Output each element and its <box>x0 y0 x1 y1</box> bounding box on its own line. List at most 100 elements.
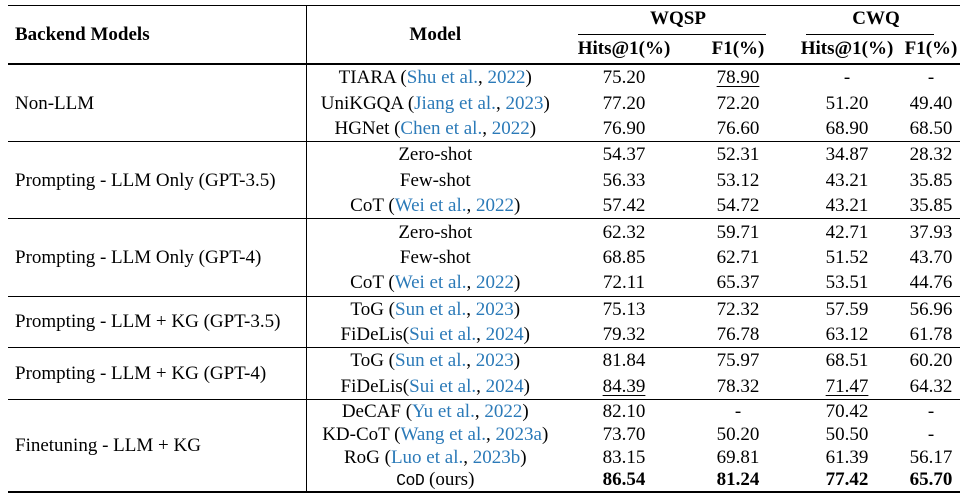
metric-value: 35.85 <box>909 195 953 217</box>
metric-value: 84.39 <box>602 375 646 397</box>
citation-link[interactable]: Wei et al. <box>394 272 467 294</box>
metric-value: 72.32 <box>716 298 760 320</box>
header-sub-row: Hits@1(%) F1(%) Hits@1(%) F1(%) <box>8 35 960 64</box>
model-name-text: ) <box>541 423 549 445</box>
metric-value: 75.13 <box>602 298 646 320</box>
metric-value: 68.50 <box>909 117 953 139</box>
table-row: UniKGQA (Jiang et al., 2023) 77.20 72.20 51… <box>8 90 960 115</box>
model-name-text: ) <box>513 298 521 320</box>
citation-link[interactable]: Yu et al. <box>412 400 475 422</box>
section-prompting-llm-only-gpt-4: Prompting - LLM Only (GPT-4) Zero-shot 62.… <box>8 218 961 297</box>
metric-value: 44.76 <box>909 272 953 294</box>
metric-value: 64.32 <box>909 375 953 397</box>
citation-link[interactable]: 2023b <box>472 446 521 468</box>
model-name-text: ) <box>514 272 521 294</box>
citation-link[interactable]: Sui et al. <box>409 375 477 397</box>
citation-link[interactable]: Luo et al. <box>390 446 464 468</box>
metric-value: - <box>843 67 851 89</box>
table-row: Few-shot 56.33 53.12 43.21 35.85 <box>8 168 960 193</box>
table-row: HGNet (Chen et al., 2022) 76.90 76.60 68.90… <box>8 116 960 142</box>
citation-link[interactable]: 2022 <box>476 195 514 217</box>
column-header-cwq-hits1: Hits@1(%) <box>800 38 894 59</box>
citation-link[interactable]: 2022 <box>476 272 514 294</box>
column-header-wqsp-f1: F1(%) <box>711 38 765 59</box>
metric-value: 61.78 <box>909 324 953 346</box>
backend-model-label: Finetuning - LLM + KG <box>8 399 307 493</box>
model-name-text: ) <box>520 446 527 468</box>
model-cell: ToG (Sun et al., 2023) <box>306 296 564 322</box>
model-name-text: CoT ( <box>350 272 395 294</box>
model-name-text: TIARA ( <box>338 67 407 89</box>
model-name-text: , <box>478 67 488 89</box>
model-name-text: (ours) <box>424 469 475 491</box>
metric-value: 43.21 <box>825 195 869 217</box>
citation-link[interactable]: Sui et al. <box>409 324 477 346</box>
citation-link[interactable]: Sun et al. <box>395 350 467 372</box>
metric-value: 62.71 <box>716 246 760 268</box>
metric-value: 54.72 <box>716 195 760 217</box>
table-row: CoT (Wei et al., 2022) 57.42 54.72 43.21 35.… <box>8 193 960 219</box>
paper-page: Backend Models Model WQSP CWQ Hits@1(%) <box>0 5 968 500</box>
citation-link[interactable]: 2024 <box>485 324 524 346</box>
citation-link[interactable]: 2022 <box>484 400 523 422</box>
metric-value: 56.96 <box>909 298 953 320</box>
model-cell: CoD (ours) <box>306 468 564 492</box>
metric-value: 83.15 <box>602 446 646 468</box>
metric-value: 37.93 <box>909 221 953 243</box>
metric-value: 56.17 <box>909 446 953 468</box>
metric-value: 42.71 <box>825 221 869 243</box>
metric-value: 53.12 <box>716 169 760 191</box>
model-name-text: HGNet ( <box>334 117 401 139</box>
metric-value: 73.70 <box>602 423 646 445</box>
model-name-text: FiDeLis( <box>340 375 410 397</box>
model-name-text: ToG ( <box>350 298 395 320</box>
model-name-text: , <box>476 375 486 397</box>
model-cell: CoT (Wei et al., 2022) <box>306 193 564 219</box>
metric-value: 51.52 <box>825 246 869 268</box>
citation-link[interactable]: 2023 <box>505 92 544 114</box>
citation-link[interactable]: Sun et al. <box>395 298 467 320</box>
metric-value: 78.90 <box>716 67 760 89</box>
column-group-cwq: CWQ <box>792 6 960 35</box>
metric-value: 72.11 <box>602 272 646 294</box>
table-row: Prompting - LLM + KG (GPT-3.5) ToG (Sun e… <box>8 296 960 348</box>
model-cell: CoT (Wei et al., 2022) <box>306 270 564 296</box>
citation-link[interactable]: 2022 <box>491 117 530 139</box>
metric-value: 68.85 <box>602 246 646 268</box>
wqsp-group-rule <box>578 34 767 35</box>
metric-value: 28.32 <box>909 144 953 166</box>
citation-link[interactable]: Jiang et al. <box>414 92 496 114</box>
model-cell: DeCAF (Yu et al., 2022) <box>306 400 564 423</box>
model-cell: RoG (Luo et al., 2023b) <box>306 446 564 469</box>
metric-value: 60.20 <box>909 350 953 372</box>
citation-link[interactable]: 2024 <box>485 375 524 397</box>
citation-link[interactable]: Wang et al. <box>400 423 487 445</box>
wqsp-group-label: WQSP <box>650 8 706 29</box>
model-name-text: , <box>474 400 485 422</box>
citation-link[interactable]: 2023a <box>495 423 542 445</box>
model-name-text: RoG ( <box>343 446 391 468</box>
metric-value: 79.32 <box>602 324 646 346</box>
citation-link[interactable]: Wei et al. <box>394 195 467 217</box>
model-name-text: , <box>463 446 473 468</box>
table-row: Prompting - LLM + KG (GPT-4) ToG (Sun et … <box>8 347 960 400</box>
table-header: Backend Models Model WQSP CWQ Hits@1(%) <box>8 5 961 64</box>
citation-link[interactable]: 2023 <box>475 298 514 320</box>
model-name-text: Zero-shot <box>398 144 473 166</box>
table-row: Non-LLM TIARA (Shu et al., 2022) 75.20 78.9… <box>8 64 960 142</box>
model-cell: FiDeLis(Sui et al., 2024) <box>306 322 564 348</box>
citation-link[interactable]: Shu et al. <box>406 67 478 89</box>
column-header-wqsp-hits1: Hits@1(%) <box>577 38 671 59</box>
citation-link[interactable]: 2022 <box>487 67 526 89</box>
citation-link[interactable]: 2023 <box>475 350 514 372</box>
metric-value: 56.33 <box>602 169 646 191</box>
metric-value: 81.24 <box>716 469 760 491</box>
citation-link[interactable]: Chen et al. <box>400 117 483 139</box>
metric-value: 72.20 <box>716 92 760 114</box>
metric-value: 62.32 <box>602 221 646 243</box>
metric-value: 71.47 <box>825 375 869 397</box>
cwq-group-label: CWQ <box>852 8 900 29</box>
model-name-text: , <box>495 92 506 114</box>
model-name-text: CoT ( <box>350 195 395 217</box>
column-header-cwq-f1: F1(%) <box>904 38 958 59</box>
